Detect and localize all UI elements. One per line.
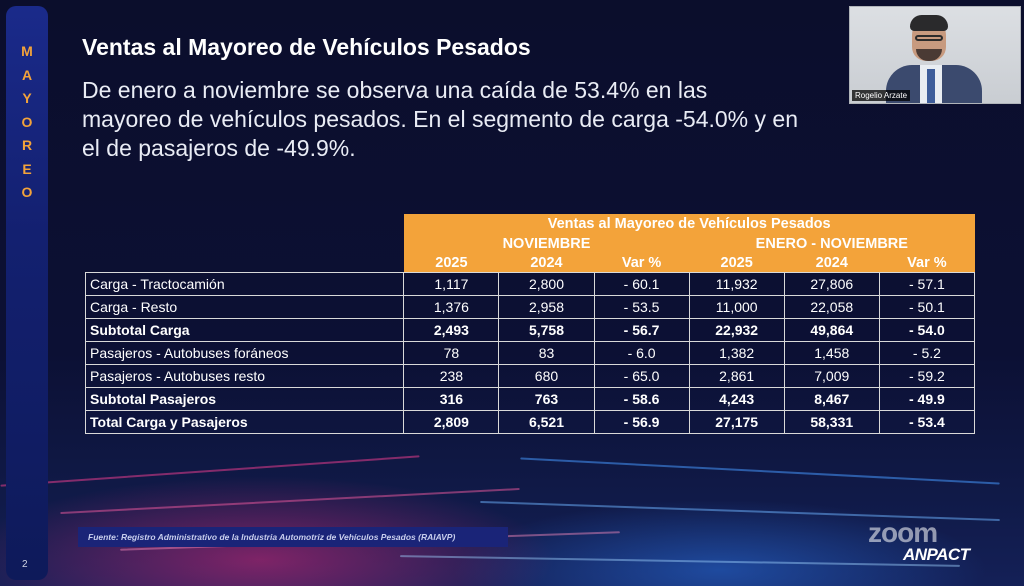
table-cell: - 56.7 — [593, 318, 690, 342]
participant-beard — [916, 49, 942, 61]
table-header-blank — [86, 253, 404, 273]
table-cell: - 65.0 — [593, 364, 690, 388]
table-cell: 1,117 — [403, 272, 500, 296]
table-cell: 2,958 — [498, 295, 595, 319]
table-cell: - 53.4 — [878, 410, 976, 434]
table-cell: 763 — [498, 387, 595, 411]
page-number: 2 — [22, 559, 28, 570]
participant-hair — [910, 15, 948, 31]
row-label: Pasajeros - Autobuses resto — [84, 364, 405, 388]
table-row: Total Carga y Pasajeros 2,809 6,521- 56.9 2… — [84, 410, 976, 434]
table-cell: 78 — [403, 341, 500, 365]
slide-subtitle: De enero a noviembre se observa una caíd… — [82, 76, 992, 163]
table-cell: - 49.9 — [878, 387, 976, 411]
sidebar-panel — [6, 6, 48, 580]
table-cell: 8,467 — [783, 387, 880, 411]
zoom-watermark: zoom — [868, 517, 938, 548]
table-cell: - 5.2 — [878, 341, 976, 365]
table-title: Ventas al Mayoreo de Vehículos Pesados — [403, 214, 975, 234]
table-cell: 22,058 — [783, 295, 880, 319]
table-cell: 1,382 — [688, 341, 785, 365]
column-header: 2024 — [498, 253, 595, 273]
table-cell: - 58.6 — [593, 387, 690, 411]
source-note: Fuente: Registro Administrativo de la In… — [78, 527, 508, 547]
table-cell: 5,758 — [498, 318, 595, 342]
column-header: 2025 — [403, 253, 499, 273]
table-body: Carga - Tractocamión 1,117 2,800- 60.1 11,9… — [84, 272, 976, 434]
sidebar-letter: O — [21, 184, 33, 200]
participant-tie — [927, 69, 935, 103]
column-header: 2024 — [784, 253, 880, 273]
sidebar-letter: O — [21, 113, 33, 130]
table-cell: 22,932 — [688, 318, 785, 342]
table-cell: - 56.9 — [593, 410, 690, 434]
row-label: Subtotal Carga — [84, 318, 405, 342]
table-cell: 7,009 — [783, 364, 880, 388]
participant-name-label: Rogelio Arzate — [852, 90, 911, 101]
period-header-enero-noviembre: ENERO - NOVIEMBRE — [689, 234, 975, 253]
table-cell: - 54.0 — [878, 318, 976, 342]
row-label: Pasajeros - Autobuses foráneos — [84, 341, 405, 365]
table-cell: 316 — [403, 387, 500, 411]
table-row: Pasajeros - Autobuses foráneos 78 83- 6.0 1… — [84, 341, 976, 365]
table-cell: 680 — [498, 364, 595, 388]
table-cell: 6,521 — [498, 410, 595, 434]
table-cell: 1,458 — [783, 341, 880, 365]
sidebar-letter: Y — [22, 90, 32, 106]
sales-table: Ventas al Mayoreo de Vehículos Pesados N… — [84, 214, 976, 434]
table-cell: 238 — [403, 364, 500, 388]
table-header-blank — [86, 214, 404, 234]
table-row: Subtotal Carga 2,493 5,758- 56.7 22,932 49,8… — [84, 318, 976, 342]
subtitle-line: el de pasajeros de -49.9%. — [82, 135, 356, 161]
table-row: Carga - Resto 1,376 2,958- 53.5 11,000 22,05… — [84, 295, 976, 319]
table-cell: - 6.0 — [593, 341, 690, 365]
column-header: 2025 — [689, 253, 785, 273]
table-cell: 58,331 — [783, 410, 880, 434]
sidebar-vertical-label: M A Y O R E O — [17, 40, 37, 205]
sidebar-letter: R — [21, 137, 33, 153]
table-cell: 4,243 — [688, 387, 785, 411]
participant-video-tile[interactable]: Rogelio Arzate — [849, 6, 1021, 104]
table-row: Subtotal Pasajeros 316 763- 58.6 4,243 8,467… — [84, 387, 976, 411]
table-cell: - 60.1 — [593, 272, 690, 296]
subtitle-line: mayoreo de vehículos pesados. En el segm… — [82, 106, 798, 132]
table-cell: 2,800 — [498, 272, 595, 296]
row-label: Carga - Resto — [84, 295, 405, 319]
row-label: Carga - Tractocamión — [84, 272, 405, 296]
table-cell: - 57.1 — [878, 272, 976, 296]
table-cell: 49,864 — [783, 318, 880, 342]
column-header: Var % — [594, 253, 690, 273]
table-cell: - 50.1 — [878, 295, 976, 319]
table-cell: 2,809 — [403, 410, 500, 434]
slide-title: Ventas al Mayoreo de Vehículos Pesados — [82, 34, 531, 60]
table-header-blank — [86, 234, 404, 253]
participant-glasses — [915, 35, 943, 41]
table-cell: 11,932 — [688, 272, 785, 296]
period-header-noviembre: NOVIEMBRE — [403, 234, 690, 253]
table-cell: 83 — [498, 341, 595, 365]
table-cell: 2,493 — [403, 318, 500, 342]
row-label: Total Carga y Pasajeros — [84, 410, 405, 434]
column-header: Var % — [879, 253, 975, 273]
table-cell: 2,861 — [688, 364, 785, 388]
table-cell: 27,806 — [783, 272, 880, 296]
sidebar-letter: A — [21, 66, 33, 83]
row-label: Subtotal Pasajeros — [84, 387, 405, 411]
table-cell: 1,376 — [403, 295, 500, 319]
table-cell: - 59.2 — [878, 364, 976, 388]
table-row: Carga - Tractocamión 1,117 2,800- 60.1 11,9… — [84, 272, 976, 296]
sidebar-letter: M — [21, 43, 33, 59]
sidebar-letter: E — [22, 160, 32, 177]
table-row: Pasajeros - Autobuses resto 238 680- 65.0 2… — [84, 364, 976, 388]
table-cell: - 53.5 — [593, 295, 690, 319]
table-cell: 11,000 — [688, 295, 785, 319]
anpact-logo: ANPACT — [903, 545, 970, 564]
subtitle-line: De enero a noviembre se observa una caíd… — [82, 77, 708, 103]
table-cell: 27,175 — [688, 410, 785, 434]
